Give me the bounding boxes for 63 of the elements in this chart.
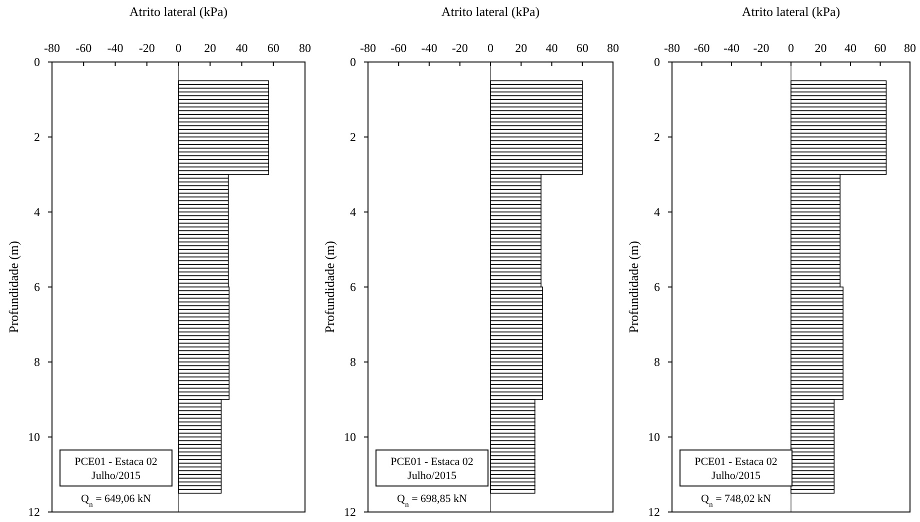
x-tick-label: -80 [664, 41, 680, 55]
x-tick-label: -20 [452, 41, 468, 55]
x-tick-label: 20 [814, 41, 827, 55]
y-axis-title: Profundidade (m) [6, 240, 21, 334]
x-tick-label: 80 [299, 41, 311, 55]
x-tick-label: 0 [176, 41, 182, 55]
x-tick-label: -20 [753, 41, 770, 55]
y-tick-label: 8 [34, 355, 40, 370]
x-axis-title: Atrito lateral (kPa) [129, 4, 228, 19]
x-tick-label: -80 [360, 41, 376, 55]
y-tick-label: 0 [350, 55, 356, 70]
x-tick-label: 80 [607, 41, 619, 55]
annotation: Q$_{n}$ = 649,06 kN [81, 493, 152, 508]
x-tick-label: 40 [236, 41, 248, 55]
annotation: PCE01 - Estaca 02 Julho/2015 [390, 456, 474, 482]
y-tick-label: 0 [34, 55, 40, 70]
annotation: Q$_{n}$ = 698,85 kN [397, 493, 468, 508]
y-tick-label: 6 [350, 280, 356, 294]
bar [790, 489, 835, 494]
y-axis-title: Profundidade (m) [626, 240, 641, 334]
x-tick-label: 60 [267, 41, 280, 55]
x-tick-label: 40 [844, 41, 856, 55]
x-tick-label: -40 [724, 41, 740, 55]
y-tick-label: 4 [34, 205, 40, 220]
y-axis-title: Profundidade (m) [322, 240, 337, 334]
x-tick-label: 0 [788, 41, 794, 55]
y-tick-label: 4 [350, 205, 356, 220]
y-tick-label: 12 [344, 505, 356, 520]
x-axis-title: Atrito lateral (kPa) [441, 4, 540, 19]
y-tick-label: 6 [34, 280, 40, 294]
y-tick-label: 8 [350, 355, 356, 370]
annotation: PCE01 - Estaca 02 Julho/2015 [74, 456, 158, 482]
x-tick-label: 0 [488, 41, 494, 55]
x-tick-label: -80 [44, 41, 60, 55]
x-tick-label: -40 [421, 41, 438, 55]
x-tick-label: -60 [694, 41, 710, 55]
y-tick-label: 2 [350, 130, 356, 144]
bar [178, 489, 222, 494]
x-tick-label: -60 [76, 41, 92, 55]
x-tick-label: 20 [515, 41, 528, 55]
x-tick-label: -40 [107, 41, 124, 55]
y-tick-label: 4 [654, 205, 660, 220]
y-tick-label: 10 [344, 430, 356, 444]
x-tick-label: 60 [874, 41, 886, 55]
y-tick-label: 12 [648, 505, 660, 520]
annotation: PCE01 - Estaca 02 Julho/2015 [694, 456, 778, 482]
x-tick-label: -20 [138, 41, 155, 55]
y-tick-label: 6 [654, 280, 660, 294]
x-tick-label: 20 [204, 41, 216, 55]
annotation: Q$_{n}$ = 748,02 kN [701, 493, 772, 508]
bar [490, 489, 536, 494]
x-axis-title: Atrito lateral (kPa) [742, 4, 840, 19]
x-tick-label: 40 [546, 41, 558, 55]
y-tick-label: 2 [34, 130, 40, 144]
y-tick-label: 2 [654, 130, 660, 144]
y-tick-label: 10 [648, 430, 660, 444]
y-tick-label: 10 [28, 430, 40, 444]
x-tick-label: 80 [904, 41, 916, 55]
y-tick-label: 12 [28, 505, 40, 520]
x-tick-label: -60 [390, 41, 407, 55]
y-tick-label: 0 [654, 55, 660, 70]
x-tick-label: 60 [576, 41, 588, 55]
y-tick-label: 8 [654, 355, 660, 370]
